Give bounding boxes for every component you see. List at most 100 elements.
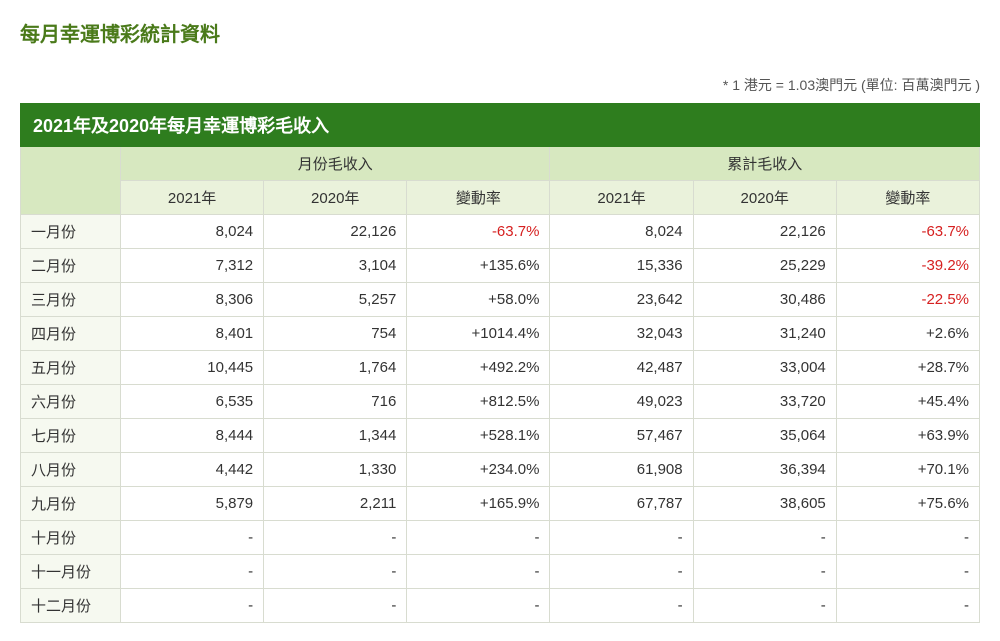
table-row: 七月份8,4441,344+528.1%57,46735,064+63.9% — [21, 419, 980, 453]
cell-cumulative-change: +75.6% — [836, 487, 979, 521]
cell-monthly-2021: 4,442 — [121, 453, 264, 487]
cell-monthly-2021: 8,401 — [121, 317, 264, 351]
cell-monthly-2020: 1,764 — [264, 351, 407, 385]
cell-monthly-2021: 5,879 — [121, 487, 264, 521]
cell-cumulative-change: -63.7% — [836, 215, 979, 249]
cell-monthly-2020: 716 — [264, 385, 407, 419]
cell-monthly-change: +58.0% — [407, 283, 550, 317]
cell-monthly-2020: 1,344 — [264, 419, 407, 453]
table-row: 五月份10,4451,764+492.2%42,48733,004+28.7% — [21, 351, 980, 385]
group-header-monthly: 月份毛收入 — [121, 147, 550, 181]
cell-monthly-2020: 22,126 — [264, 215, 407, 249]
cell-cumulative-2020: 30,486 — [693, 283, 836, 317]
table-title: 2021年及2020年每月幸運博彩毛收入 — [21, 104, 980, 147]
month-label: 八月份 — [21, 453, 121, 487]
blank-header — [21, 147, 121, 215]
cell-cumulative-2021: 15,336 — [550, 249, 693, 283]
month-label: 四月份 — [21, 317, 121, 351]
cell-monthly-2021: 8,024 — [121, 215, 264, 249]
cell-cumulative-change: +2.6% — [836, 317, 979, 351]
col-cumulative-change: 變動率 — [836, 181, 979, 215]
cell-cumulative-change: +28.7% — [836, 351, 979, 385]
month-label: 九月份 — [21, 487, 121, 521]
cell-cumulative-2020: 35,064 — [693, 419, 836, 453]
cell-monthly-2021: 10,445 — [121, 351, 264, 385]
cell-monthly-change: +492.2% — [407, 351, 550, 385]
table-row: 八月份4,4421,330+234.0%61,90836,394+70.1% — [21, 453, 980, 487]
month-label: 十一月份 — [21, 555, 121, 589]
cell-monthly-change: +528.1% — [407, 419, 550, 453]
cell-cumulative-2021: 61,908 — [550, 453, 693, 487]
cell-cumulative-2021: 49,023 — [550, 385, 693, 419]
table-row: 六月份6,535716+812.5%49,02333,720+45.4% — [21, 385, 980, 419]
stats-table: 2021年及2020年每月幸運博彩毛收入 月份毛收入 累計毛收入 2021年 2… — [20, 103, 980, 623]
month-label: 二月份 — [21, 249, 121, 283]
table-row: 三月份8,3065,257+58.0%23,64230,486-22.5% — [21, 283, 980, 317]
cell-monthly-2020: - — [264, 521, 407, 555]
cell-monthly-2020: 754 — [264, 317, 407, 351]
cell-cumulative-2020: 31,240 — [693, 317, 836, 351]
col-cumulative-2021: 2021年 — [550, 181, 693, 215]
cell-cumulative-2021: 57,467 — [550, 419, 693, 453]
month-label: 七月份 — [21, 419, 121, 453]
cell-cumulative-change: -39.2% — [836, 249, 979, 283]
month-label: 一月份 — [21, 215, 121, 249]
cell-monthly-change: +135.6% — [407, 249, 550, 283]
cell-monthly-2021: - — [121, 521, 264, 555]
cell-cumulative-2020: 36,394 — [693, 453, 836, 487]
table-row: 一月份8,02422,126-63.7%8,02422,126-63.7% — [21, 215, 980, 249]
cell-cumulative-change: +70.1% — [836, 453, 979, 487]
table-row: 九月份5,8792,211+165.9%67,78738,605+75.6% — [21, 487, 980, 521]
cell-cumulative-change: - — [836, 555, 979, 589]
page-title: 每月幸運博彩統計資料 — [20, 18, 980, 47]
col-cumulative-2020: 2020年 — [693, 181, 836, 215]
cell-monthly-change: - — [407, 555, 550, 589]
cell-cumulative-2021: 42,487 — [550, 351, 693, 385]
cell-monthly-change: +812.5% — [407, 385, 550, 419]
col-monthly-change: 變動率 — [407, 181, 550, 215]
month-label: 十月份 — [21, 521, 121, 555]
cell-monthly-2020: 2,211 — [264, 487, 407, 521]
cell-cumulative-2021: 67,787 — [550, 487, 693, 521]
cell-monthly-2020: 1,330 — [264, 453, 407, 487]
cell-cumulative-2020: 33,004 — [693, 351, 836, 385]
cell-cumulative-2021: 8,024 — [550, 215, 693, 249]
table-row: 十一月份------ — [21, 555, 980, 589]
cell-monthly-2021: 8,306 — [121, 283, 264, 317]
cell-cumulative-2021: 23,642 — [550, 283, 693, 317]
month-label: 三月份 — [21, 283, 121, 317]
cell-cumulative-2020: 33,720 — [693, 385, 836, 419]
cell-cumulative-2021: - — [550, 555, 693, 589]
cell-monthly-2021: 6,535 — [121, 385, 264, 419]
cell-cumulative-2020: - — [693, 521, 836, 555]
unit-note: * 1 港元 = 1.03澳門元 (單位: 百萬澳門元 ) — [20, 75, 980, 95]
cell-cumulative-2020: - — [693, 555, 836, 589]
cell-monthly-change: +165.9% — [407, 487, 550, 521]
month-label: 五月份 — [21, 351, 121, 385]
col-monthly-2021: 2021年 — [121, 181, 264, 215]
cell-monthly-2020: 5,257 — [264, 283, 407, 317]
cell-monthly-2021: - — [121, 555, 264, 589]
cell-monthly-2020: - — [264, 555, 407, 589]
cell-monthly-change: - — [407, 521, 550, 555]
cell-cumulative-2021: 32,043 — [550, 317, 693, 351]
cell-cumulative-change: +63.9% — [836, 419, 979, 453]
col-monthly-2020: 2020年 — [264, 181, 407, 215]
cell-cumulative-2021: - — [550, 521, 693, 555]
table-body: 一月份8,02422,126-63.7%8,02422,126-63.7%二月份… — [21, 215, 980, 623]
cell-monthly-2021: 8,444 — [121, 419, 264, 453]
month-label: 六月份 — [21, 385, 121, 419]
cell-monthly-2021: 7,312 — [121, 249, 264, 283]
cell-monthly-change: +1014.4% — [407, 317, 550, 351]
cell-cumulative-change: - — [836, 521, 979, 555]
table-row: 四月份8,401754+1014.4%32,04331,240+2.6% — [21, 317, 980, 351]
cell-cumulative-2020: 38,605 — [693, 487, 836, 521]
cell-cumulative-2020: 25,229 — [693, 249, 836, 283]
cell-cumulative-2020: 22,126 — [693, 215, 836, 249]
cell-cumulative-change: +45.4% — [836, 385, 979, 419]
cell-cumulative-change: -22.5% — [836, 283, 979, 317]
group-header-cumulative: 累計毛收入 — [550, 147, 980, 181]
cell-monthly-change: -63.7% — [407, 215, 550, 249]
cell-monthly-2020: 3,104 — [264, 249, 407, 283]
table-row: 二月份7,3123,104+135.6%15,33625,229-39.2% — [21, 249, 980, 283]
